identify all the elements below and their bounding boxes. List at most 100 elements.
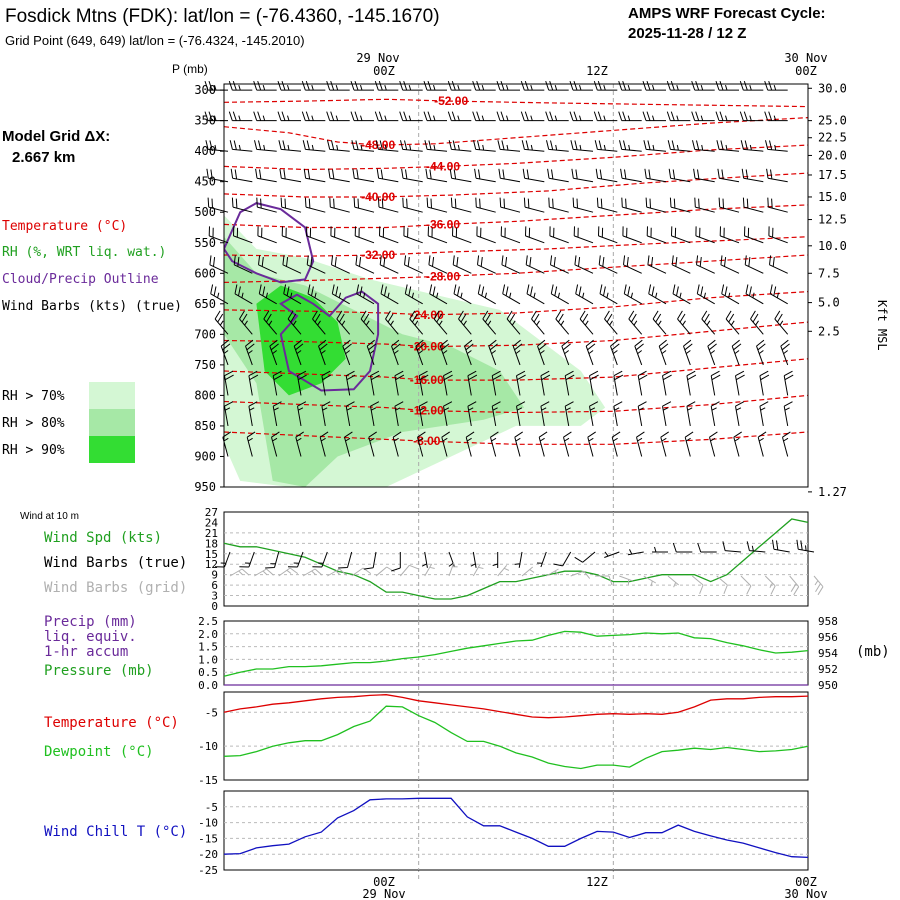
upper-wind-barb xyxy=(623,284,642,305)
upper-wind-barb xyxy=(418,370,429,396)
upper-wind-barb xyxy=(780,339,790,366)
upper-wind-barb xyxy=(441,431,450,457)
upper-wind-barb xyxy=(499,197,521,213)
upper-wind-barb xyxy=(573,226,594,244)
upper-wind-barb xyxy=(280,197,302,213)
wind10m-barb-true xyxy=(697,542,717,553)
upper-wind-barb xyxy=(271,431,280,457)
upper-wind-barb xyxy=(394,401,404,426)
upper-wind-barb xyxy=(709,431,718,457)
upper-wind-barb xyxy=(686,370,697,396)
upper-wind-barb xyxy=(522,168,545,183)
station-title: Fosdick Mtns (FDK): lat/lon = (-76.4360,… xyxy=(5,6,440,27)
upper-wind-barb xyxy=(662,401,672,426)
upper-wind-barb xyxy=(765,140,788,152)
upper-wind-barb xyxy=(548,197,569,213)
windchill-tick-label: -25 xyxy=(198,864,218,877)
upper-wind-barb xyxy=(719,226,740,244)
upper-wind-barb xyxy=(718,197,740,213)
upper-wind-barb xyxy=(604,310,618,335)
precip-label-2: liq. equiv. xyxy=(44,629,137,645)
upper-wind-barb xyxy=(477,284,496,305)
upper-wind-barb xyxy=(564,370,575,396)
wind10m-barb-grid xyxy=(229,568,250,577)
height-tick-label: 10.0 xyxy=(818,239,847,253)
windchill-tick-label: -15 xyxy=(198,832,218,845)
upper-wind-barb xyxy=(423,80,447,91)
wind10m-barb-true xyxy=(672,542,693,553)
upper-wind-barb xyxy=(228,80,253,91)
temperature-contour-label: -24.00 xyxy=(410,308,444,322)
legend-cloud: Cloud/Precip Outline xyxy=(2,272,159,287)
upper-wind-barb xyxy=(537,339,547,366)
upper-wind-barb xyxy=(666,80,691,91)
legend-rh90-label: RH > 90% xyxy=(2,443,65,458)
upper-wind-barb xyxy=(354,226,375,244)
upper-wind-barb xyxy=(684,431,694,457)
upper-wind-barb xyxy=(759,370,770,396)
upper-wind-barb xyxy=(370,401,380,426)
upper-wind-barb xyxy=(351,140,375,152)
upper-wind-barb xyxy=(464,339,474,366)
upper-wind-barb xyxy=(379,226,399,244)
temperature-contour-label: -48.00 xyxy=(361,138,395,152)
wind10m-barb-true xyxy=(287,551,304,568)
upper-wind-barb xyxy=(642,111,666,122)
upper-wind-barb xyxy=(496,111,520,122)
height-tick-label: 20.0 xyxy=(818,148,847,162)
upper-wind-barb xyxy=(433,310,448,335)
upper-wind-barb xyxy=(498,168,521,183)
upper-wind-barb xyxy=(506,310,521,335)
upper-wind-barb xyxy=(392,431,402,457)
upper-wind-barb xyxy=(599,284,618,305)
upper-wind-barb xyxy=(593,111,618,122)
height-tick-label: 15.0 xyxy=(818,190,847,204)
upper-wind-barb xyxy=(336,310,351,335)
windchill-tick-label: -20 xyxy=(198,848,218,861)
wind10m-tick-label: 9 xyxy=(211,569,218,582)
wind10m-barb-grid xyxy=(521,566,535,577)
upper-wind-barb xyxy=(744,226,764,244)
wind10m-speed-label: Wind Spd (kts) xyxy=(44,530,162,546)
upper-wind-barb xyxy=(374,80,399,91)
bottom-date-2: 30 Nov xyxy=(784,887,827,900)
upper-wind-barb xyxy=(450,197,472,213)
upper-wind-barb xyxy=(467,370,478,396)
legend-temperature: Temperature (°C) xyxy=(2,219,127,234)
upper-wind-barb xyxy=(500,226,521,244)
wind10m-barb-grid xyxy=(327,568,347,577)
upper-wind-barb xyxy=(735,401,745,426)
top-tick-12z: 12Z xyxy=(586,64,608,78)
wind10m-barb-true xyxy=(627,549,644,556)
upper-wind-barb xyxy=(731,339,742,366)
upper-wind-barb xyxy=(295,431,304,457)
upper-wind-barb xyxy=(647,255,667,274)
upper-wind-barb xyxy=(319,431,329,457)
upper-wind-barb xyxy=(707,339,717,366)
upper-wind-barb xyxy=(254,140,277,152)
height-tick-label: 30.0 xyxy=(818,81,847,95)
wind10m-barb-true xyxy=(265,551,280,569)
upper-wind-barb xyxy=(375,140,399,152)
upper-wind-barb xyxy=(757,431,767,457)
upper-wind-barb xyxy=(783,401,793,426)
upper-wind-barb xyxy=(642,80,666,91)
upper-wind-barb xyxy=(355,255,375,274)
upper-wind-barb xyxy=(230,168,253,183)
pressure-tick-label: 300 xyxy=(194,83,216,97)
upper-wind-barb xyxy=(224,370,234,396)
upper-wind-barb xyxy=(598,255,618,274)
upper-wind-barb xyxy=(269,339,279,366)
upper-wind-barb xyxy=(482,310,497,335)
upper-wind-barb xyxy=(297,401,307,426)
upper-wind-barb xyxy=(636,431,645,457)
windchill-label: Wind Chill T (°C) xyxy=(44,824,187,840)
pressure-line xyxy=(223,630,809,677)
upper-wind-barb xyxy=(428,255,448,274)
precip-tick-label: 2.0 xyxy=(198,628,218,641)
upper-wind-barb xyxy=(774,310,789,335)
pressure-tick-label: 400 xyxy=(194,144,216,158)
wind10m-barb-true xyxy=(574,551,596,563)
upper-wind-barb xyxy=(701,310,716,335)
